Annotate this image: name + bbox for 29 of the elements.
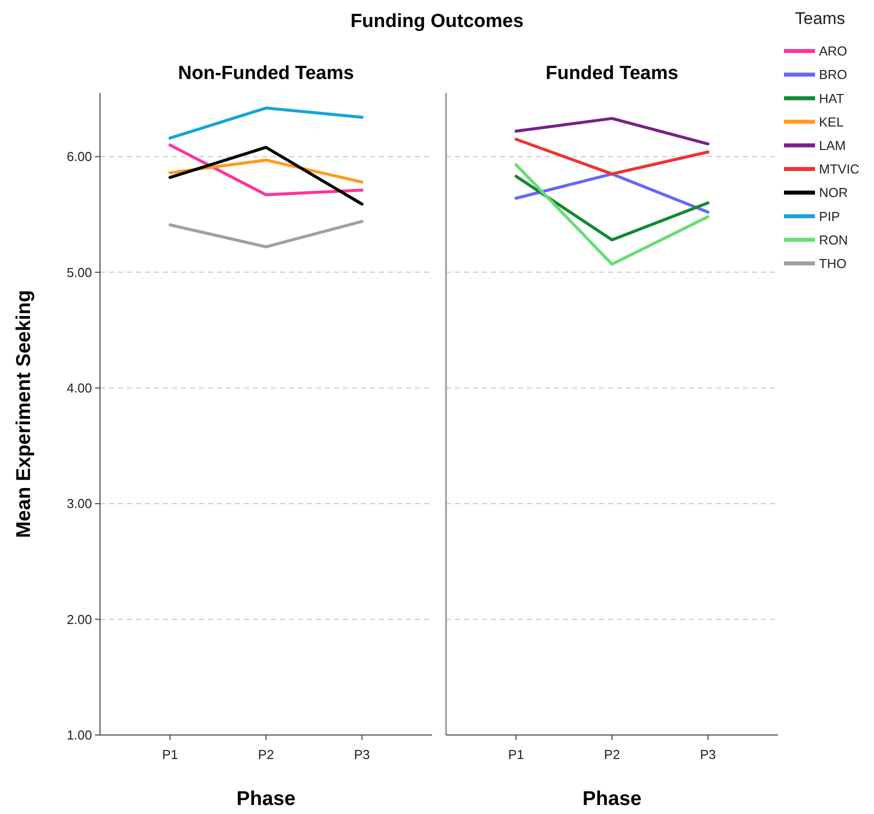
x-tick-label: P1 — [162, 747, 178, 762]
legend-label: MTVIC — [819, 162, 860, 177]
x-tick-label: P1 — [508, 747, 524, 762]
chart-title: Funding Outcomes — [350, 11, 524, 32]
y-tick-label: 5.00 — [66, 264, 92, 280]
chart-title: Funded Teams — [546, 63, 678, 84]
x-tick-label: P3 — [700, 747, 716, 762]
y-tick-label: 6.00 — [66, 149, 92, 164]
chart-subtitle: Non-Funded Teams — [178, 63, 354, 84]
x-tick-label: P2 — [604, 747, 620, 762]
legend-label: HAT — [819, 90, 844, 106]
legend-label: NOR — [819, 185, 848, 200]
legend-label: BRO — [819, 67, 848, 82]
y-axis-title: Mean Experiment Seeking — [13, 290, 35, 538]
x-tick-label: P3 — [354, 747, 370, 762]
x-tick-label: P2 — [258, 747, 274, 762]
legend-label: RON — [819, 232, 848, 248]
legend-label: LAM — [819, 138, 846, 153]
legend-title: Teams — [795, 9, 846, 28]
legend-label: ARO — [819, 44, 848, 59]
legend-label: THO — [819, 256, 846, 271]
x-axis-title: Phase — [236, 788, 296, 810]
y-tick-label: 1.00 — [66, 728, 92, 743]
x-axis-title: Phase — [582, 788, 642, 810]
y-tick-label: 4.00 — [66, 380, 92, 396]
y-tick-label: 2.00 — [66, 612, 92, 627]
y-tick-label: 3.00 — [66, 496, 92, 512]
legend-label: KEL — [819, 114, 844, 130]
legend-label: PIP — [819, 208, 840, 224]
